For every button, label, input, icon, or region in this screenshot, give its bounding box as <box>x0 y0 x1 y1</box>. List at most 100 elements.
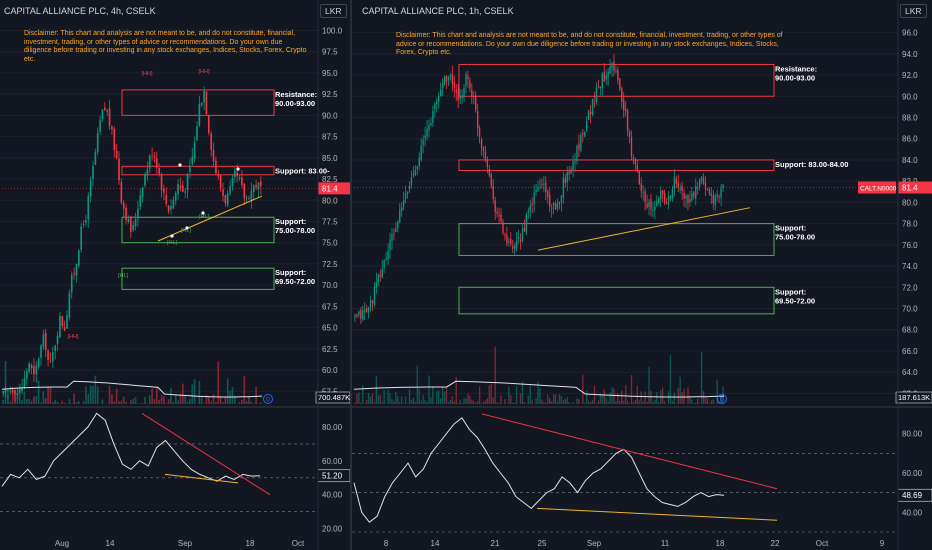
right-chart-panel[interactable]: 96.094.092.090.088.086.084.082.080.078.0… <box>352 0 932 550</box>
candle-body <box>562 178 565 198</box>
right-chart-canvas[interactable]: 96.094.092.090.088.086.084.082.080.078.0… <box>352 0 932 550</box>
candle-body <box>496 211 498 214</box>
volume-bar <box>439 398 442 404</box>
volume-bar <box>35 395 38 404</box>
price-tick-label: 70.0 <box>322 281 338 290</box>
candle-body <box>515 240 518 247</box>
left-chart-panel[interactable]: 100.0 97.5 95.0 92.5 90.0 87.5 85.0 82.5 80.0 77.… <box>0 0 350 550</box>
volume-bar <box>383 389 385 404</box>
volume-bar <box>619 400 621 404</box>
candle-body <box>615 71 617 73</box>
candle-body <box>236 172 239 176</box>
volume-bar <box>636 385 639 404</box>
left-currency-button[interactable]: LKR <box>320 4 347 18</box>
volume-bar <box>500 395 502 404</box>
pivot-dot <box>185 226 189 230</box>
candle-body <box>644 190 646 202</box>
candle-body <box>591 98 594 115</box>
candle-body <box>658 197 660 204</box>
volume-bar <box>367 392 370 404</box>
x-axis-label: 14 <box>431 539 440 548</box>
volume-bar <box>529 385 531 404</box>
volume-bar <box>243 375 246 404</box>
volume-bar <box>467 393 469 404</box>
volume-bar <box>438 390 440 404</box>
candle-body <box>224 195 227 204</box>
volume-bar <box>222 402 224 404</box>
candle-body <box>568 171 570 175</box>
osc-tick-label: 60.00 <box>902 469 923 478</box>
candle-body <box>535 189 537 193</box>
candle-body <box>132 225 135 230</box>
right-currency-button[interactable]: LKR <box>900 4 927 18</box>
candle-body <box>414 170 417 176</box>
candle-body <box>642 192 644 194</box>
candle-body <box>638 170 640 185</box>
volume-bar <box>356 393 358 404</box>
volume-bar <box>92 386 94 404</box>
candle-body <box>426 128 428 137</box>
candle-body <box>210 133 213 150</box>
volume-bar <box>638 400 640 404</box>
zone-label: Support: <box>775 287 806 296</box>
candle-body <box>408 185 411 190</box>
candle-body <box>521 229 524 241</box>
candle-body <box>238 177 241 179</box>
volume-bar <box>365 399 368 404</box>
volume-bar <box>77 400 80 404</box>
volume-bar <box>700 352 703 404</box>
panel-divider[interactable] <box>350 0 352 550</box>
candle-body <box>379 274 381 277</box>
candle-body <box>207 115 210 133</box>
volume-bar <box>463 398 465 404</box>
candle-body <box>455 89 457 93</box>
volume-bar <box>148 395 151 404</box>
candle-body <box>549 194 551 207</box>
volume-bar <box>257 403 260 404</box>
rising-trendline <box>537 207 751 251</box>
candle-body <box>127 218 130 223</box>
candle-body <box>252 185 255 193</box>
candle-body <box>439 89 442 97</box>
volume-bar <box>245 400 248 404</box>
volume-bar <box>23 391 26 404</box>
volume-bar <box>410 399 413 404</box>
candle-body <box>406 191 409 194</box>
candle-body <box>73 273 75 275</box>
price-tick-label: 60.0 <box>322 366 338 375</box>
volume-bar <box>712 399 714 404</box>
volume-bar <box>455 376 457 404</box>
left-chart-canvas[interactable]: 100.0 97.5 95.0 92.5 90.0 87.5 85.0 82.5 80.0 77.… <box>0 0 350 550</box>
volume-bar <box>111 394 113 404</box>
volume-bar <box>44 398 47 404</box>
volume-bar <box>621 390 623 404</box>
volume-bar <box>484 400 487 404</box>
candle-body <box>706 188 709 190</box>
candle-body <box>558 201 561 204</box>
candle-body <box>584 132 586 137</box>
candle-body <box>523 227 526 232</box>
volume-bar <box>667 391 670 404</box>
volume-bar <box>663 400 666 404</box>
volume-bar <box>632 402 635 404</box>
candle-body <box>360 309 362 319</box>
candle-body <box>434 103 436 110</box>
zone-box <box>121 216 275 244</box>
volume-bar <box>395 391 397 404</box>
candle-body <box>89 180 92 197</box>
x-axis-label: 18 <box>246 539 255 548</box>
candle-body <box>578 143 580 150</box>
candle-body <box>480 139 483 148</box>
volume-bar <box>68 399 71 404</box>
candle-body <box>654 206 656 211</box>
volume-bar <box>445 387 448 404</box>
candle-body <box>447 76 450 80</box>
candle-body <box>445 76 448 82</box>
volume-bar <box>568 402 570 404</box>
candle-body <box>250 190 253 201</box>
candle-body <box>241 177 243 185</box>
candle-body <box>708 189 711 194</box>
candle-body <box>219 174 222 188</box>
candle-body <box>722 184 724 189</box>
x-axis-label: Oct <box>292 539 305 548</box>
